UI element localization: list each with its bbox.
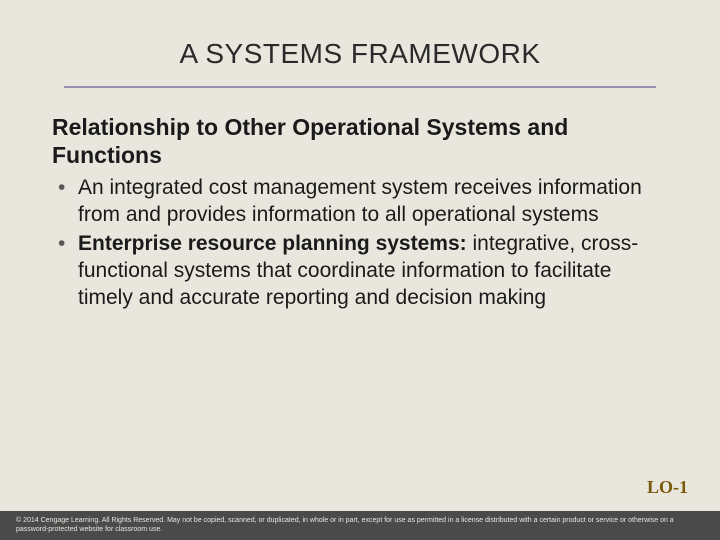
subheading: Relationship to Other Operational System… xyxy=(52,114,668,169)
bullet-lead-bold: Enterprise resource planning systems: xyxy=(78,232,467,255)
bullet-item: Enterprise resource planning systems: in… xyxy=(56,231,668,312)
bullet-list: An integrated cost management system rec… xyxy=(52,175,668,311)
bullet-text: An integrated cost management system rec… xyxy=(78,176,642,226)
slide: A SYSTEMS FRAMEWORK Relationship to Othe… xyxy=(0,0,720,540)
bullet-item: An integrated cost management system rec… xyxy=(56,175,668,229)
learning-objective-badge: LO-1 xyxy=(647,477,688,498)
content-area: Relationship to Other Operational System… xyxy=(34,88,686,312)
copyright-footer: © 2014 Cengage Learning. All Rights Rese… xyxy=(0,511,720,540)
slide-title: A SYSTEMS FRAMEWORK xyxy=(64,28,656,88)
